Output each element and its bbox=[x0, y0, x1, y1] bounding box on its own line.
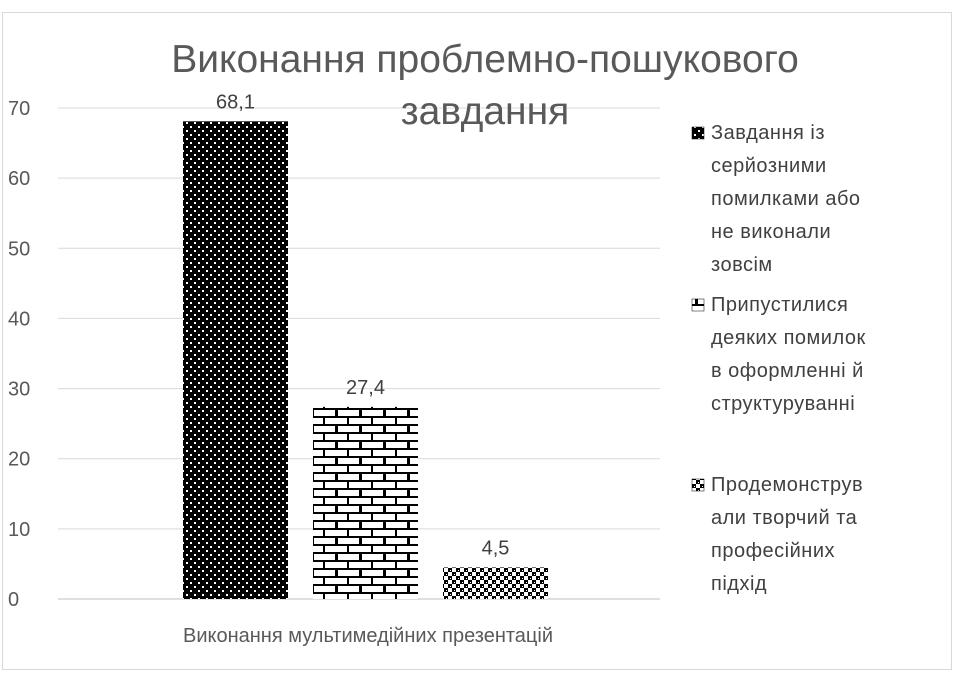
y-tick-label: 0 bbox=[8, 589, 19, 611]
y-tick-label: 10 bbox=[8, 519, 30, 541]
gridlines bbox=[58, 107, 660, 600]
x-axis-category-label: Виконання мультимедійних презентацій bbox=[183, 625, 553, 647]
legend-label-series-3: али творчий та bbox=[711, 507, 858, 529]
legend-label-series-2: Припустилися bbox=[711, 294, 848, 316]
legend-label-series-1: не виконали bbox=[711, 221, 831, 243]
legend-label-series-2: деяких помилок bbox=[711, 327, 866, 349]
y-tick-label: 70 bbox=[8, 98, 30, 120]
bars bbox=[183, 121, 548, 599]
legend-label-series-3: професійних bbox=[711, 540, 835, 562]
y-tick-label: 60 bbox=[8, 168, 30, 190]
legend-label-series-1: зовсім bbox=[711, 254, 773, 276]
legend-label-series-3: Продемонструв bbox=[711, 474, 863, 496]
legend-label-series-2: в оформленні й bbox=[711, 360, 864, 382]
legend-swatch-series-1 bbox=[691, 126, 705, 140]
legend-label-series-2: структуруванні bbox=[711, 393, 855, 415]
chart-title-line-1: Виконання проблемно-пошукового bbox=[171, 38, 799, 81]
legend-label-series-1: Завдання із bbox=[711, 122, 825, 144]
legend: Завдання із серйозними помилками або не вик… bbox=[691, 122, 866, 595]
bar-series-3 bbox=[443, 567, 548, 599]
legend-label-series-1: помилками або bbox=[711, 188, 861, 210]
bar-series-2 bbox=[313, 406, 418, 599]
chart-title-line-2: завдання bbox=[401, 90, 570, 133]
legend-label-series-1: серйозними bbox=[711, 155, 827, 177]
y-tick-label: 40 bbox=[8, 308, 30, 330]
data-label-series-1: 68,1 bbox=[216, 91, 255, 113]
y-tick-label: 50 bbox=[8, 238, 30, 260]
data-labels: 68,1 27,4 4,5 bbox=[216, 91, 509, 559]
y-tick-label: 30 bbox=[8, 379, 30, 401]
legend-swatch-series-3 bbox=[691, 478, 705, 492]
chart-frame bbox=[2, 12, 952, 670]
data-label-series-3: 4,5 bbox=[482, 537, 510, 559]
data-label-series-2: 27,4 bbox=[346, 377, 385, 399]
bar-series-1 bbox=[183, 121, 288, 599]
y-axis-ticks: 0 10 20 30 40 50 60 70 bbox=[8, 98, 30, 611]
y-tick-label: 20 bbox=[8, 449, 30, 471]
legend-swatch-series-2 bbox=[691, 298, 705, 312]
legend-label-series-3: підхід bbox=[711, 573, 767, 595]
